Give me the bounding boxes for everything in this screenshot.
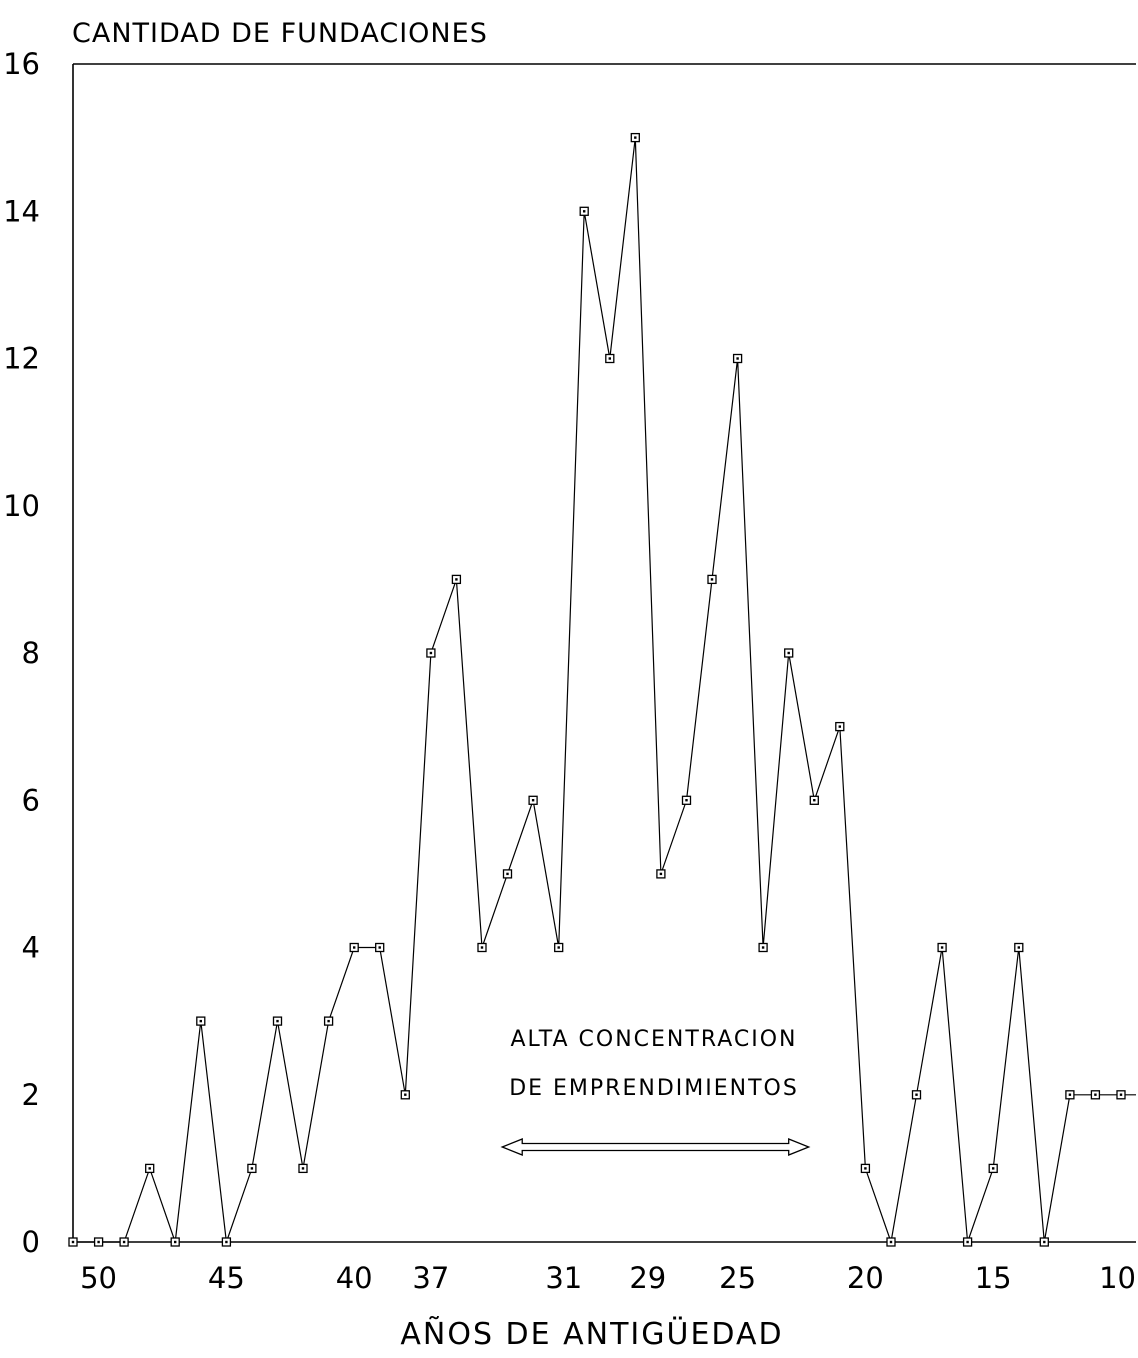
data-point: [554, 942, 564, 953]
x-tick-label: 50: [80, 1261, 117, 1295]
data-point: [349, 942, 359, 953]
data-point: [988, 1163, 998, 1174]
range-arrow: [500, 1138, 811, 1156]
data-point: [68, 1237, 78, 1247]
x-tick-label: 15: [975, 1261, 1012, 1295]
y-tick-label: 2: [22, 1078, 40, 1112]
data-point: [477, 942, 487, 953]
data-point: [579, 206, 589, 216]
data-point: [784, 648, 794, 658]
data-point: [451, 574, 462, 585]
annotation: ALTA CONCENTRACION DE EMPRENDIMIENTOS: [500, 1027, 811, 1156]
x-axis-label: AÑOS DE ANTIGÜEDAD: [400, 1316, 783, 1352]
data-point: [221, 1237, 232, 1247]
data-point: [809, 795, 819, 805]
data-point: [860, 1163, 871, 1174]
data-point: [707, 574, 717, 585]
data-point: [656, 869, 666, 879]
data-point: [196, 1016, 206, 1026]
data-point: [1014, 942, 1024, 953]
data-point: [911, 1090, 922, 1100]
x-tick-label: 31: [545, 1261, 582, 1295]
y-tick-label: 14: [3, 194, 40, 228]
data-point: [1090, 1090, 1101, 1100]
chart-title: CANTIDAD DE FUNDACIONES: [72, 18, 488, 49]
x-tick-label: 37: [412, 1261, 449, 1295]
data-point: [1116, 1090, 1126, 1100]
data-point: [170, 1237, 180, 1247]
x-tick-label: 29: [629, 1261, 666, 1295]
x-tick-label: 20: [847, 1261, 884, 1295]
annotation-line2: DE EMPRENDIMIENTOS: [509, 1076, 799, 1101]
data-point: [93, 1237, 104, 1247]
data-point: [605, 353, 615, 364]
data-point: [375, 942, 385, 953]
x-tick-label: 25: [719, 1261, 756, 1295]
data-point: [835, 721, 845, 732]
x-tick-label: 45: [208, 1261, 245, 1295]
data-point: [145, 1163, 155, 1174]
data-point: [298, 1163, 308, 1174]
data-point: [272, 1016, 283, 1026]
data-point: [528, 795, 538, 805]
y-tick-label: 10: [3, 489, 40, 523]
y-tick-label: 6: [22, 783, 40, 817]
y-tick-label: 0: [22, 1225, 40, 1259]
data-markers: [68, 132, 1126, 1247]
y-tick-label: 8: [22, 636, 40, 670]
data-point: [630, 132, 640, 143]
data-point: [962, 1237, 973, 1247]
x-tick-labels: 50 45 40 37 31 29 25 20 15 10: [80, 1261, 1136, 1295]
data-point: [426, 648, 436, 658]
y-tick-labels: 0 2 4 6 8 10 12 14 16: [3, 47, 40, 1259]
data-point: [400, 1090, 410, 1100]
axes: [72, 63, 1136, 1243]
x-tick-label: 10: [1099, 1261, 1136, 1295]
data-point: [937, 942, 947, 953]
annotation-line1: ALTA CONCENTRACION: [510, 1027, 797, 1052]
data-point: [886, 1237, 896, 1247]
data-point: [681, 795, 692, 805]
y-tick-label: 16: [3, 47, 40, 81]
data-point: [247, 1163, 257, 1174]
y-tick-label: 4: [22, 931, 40, 965]
data-point: [323, 1016, 334, 1026]
data-point: [1065, 1090, 1075, 1100]
data-point: [1039, 1237, 1049, 1247]
data-point: [502, 869, 513, 879]
data-point: [732, 353, 743, 364]
x-tick-label: 40: [336, 1261, 373, 1295]
data-point: [758, 942, 768, 953]
y-tick-label: 12: [3, 342, 40, 376]
data-point: [119, 1237, 129, 1247]
